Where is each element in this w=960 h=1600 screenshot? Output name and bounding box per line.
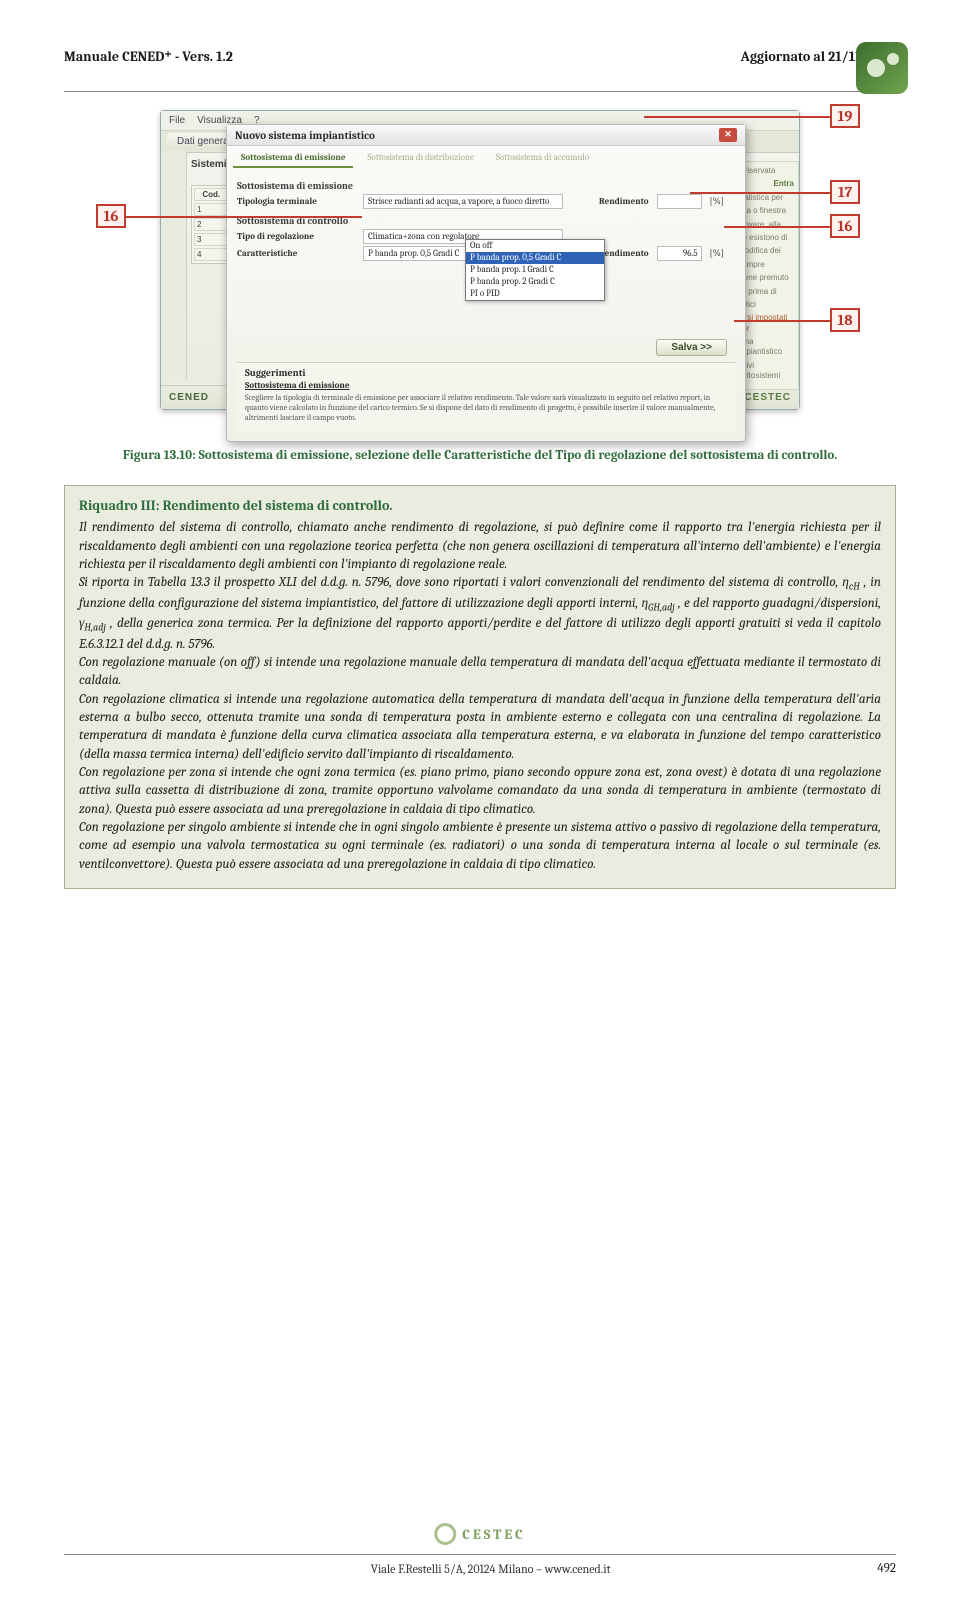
riquadro-body: Il rendimento del sistema di controllo, … bbox=[79, 519, 881, 874]
hint-line: sempre bbox=[738, 260, 794, 270]
opt-2[interactable]: P banda prop. 2 Gradi C bbox=[466, 276, 604, 288]
hint-line: lativi sottosistemi bbox=[738, 361, 794, 382]
opt-05[interactable]: P banda prop. 0,5 Gradi C bbox=[466, 252, 604, 264]
menu-file[interactable]: File bbox=[169, 115, 185, 126]
riq-p1b-post: , della generica zona termica. Per la de… bbox=[79, 616, 881, 651]
header-rule bbox=[64, 91, 896, 92]
tab-emissione[interactable]: Sottosistema di emissione bbox=[233, 150, 353, 168]
riq-p2: Con regolazione manuale (on off) si inte… bbox=[79, 654, 881, 691]
riq-sub-gh: GH,adj bbox=[648, 601, 675, 613]
footer-address: Viale F.Restelli 5/A, 20124 Milano – www… bbox=[104, 1562, 877, 1576]
callout-line-19 bbox=[644, 116, 830, 118]
callout-line-18 bbox=[734, 320, 830, 322]
lab-tipologia: Tipologia terminale bbox=[237, 197, 355, 207]
hint-line: statistica per bbox=[738, 193, 794, 203]
hint-line: idi prima di bbox=[738, 287, 794, 297]
bg-td: 2 bbox=[194, 218, 228, 231]
brand-logo bbox=[856, 42, 908, 94]
sug-title: Suggerimenti bbox=[245, 367, 727, 379]
hint-line: ne esistono di bbox=[738, 233, 794, 243]
bg-th-cod: Cod. bbox=[194, 188, 228, 201]
callout-18: 18 bbox=[830, 308, 860, 332]
callout-17: 17 bbox=[830, 180, 860, 204]
dialog-body: Sottosistema di emissione Tipologia term… bbox=[227, 168, 745, 441]
callout-16-left: 16 bbox=[96, 204, 126, 228]
page: Manuale CENED⁺ - Vers. 1.2 Aggiornato al… bbox=[0, 0, 960, 1600]
riq-p4: Con regolazione per zona si intende che … bbox=[79, 764, 881, 819]
save-button[interactable]: Salva >> bbox=[656, 339, 727, 356]
unit-percent-1: [%] bbox=[710, 197, 724, 207]
opt-1[interactable]: P banda prop. 1 Gradi C bbox=[466, 264, 604, 276]
header-left: Manuale CENED⁺ - Vers. 1.2 bbox=[64, 48, 233, 65]
hint-entra[interactable]: Entra bbox=[738, 179, 794, 189]
riquadro-title: Riquadro III: Rendimento del sistema di … bbox=[79, 496, 881, 515]
left-rail bbox=[161, 151, 187, 379]
figure-caption: Figura 13.10: Sottosistema di emissione,… bbox=[64, 448, 896, 463]
callout-19: 19 bbox=[830, 104, 860, 128]
riq-p1a: Il rendimento del sistema di controllo, … bbox=[79, 520, 881, 572]
gear-icon bbox=[434, 1523, 456, 1545]
lab-caratt: Caratteristiche bbox=[237, 249, 355, 259]
footer-brand-cestec: CESTEC bbox=[744, 392, 791, 403]
opt-pid[interactable]: PI o PID bbox=[466, 288, 604, 300]
field-rendimento2[interactable]: 96.5 bbox=[657, 246, 702, 261]
opt-onoff[interactable]: On off bbox=[466, 240, 604, 252]
page-number: 492 bbox=[877, 1561, 896, 1576]
dialog-nuovo-sistema: Nuovo sistema impiantistico ✕ Sottosiste… bbox=[226, 124, 746, 442]
page-header: Manuale CENED⁺ - Vers. 1.2 Aggiornato al… bbox=[64, 48, 896, 65]
lab-rendimento1: Rendimento bbox=[599, 197, 649, 207]
figure-label: Figura 13.10: bbox=[123, 448, 196, 463]
sug-body: Scegliere la tipologia di terminale di e… bbox=[245, 393, 727, 423]
riq-p5: Con regolazione per singolo ambiente si … bbox=[79, 819, 881, 874]
riq-p1b-pre: Si riporta in Tabella 13.3 il prospetto … bbox=[79, 575, 849, 590]
riq-sub-ch: cH bbox=[849, 581, 860, 593]
page-footer: CESTEC Viale F.Restelli 5/A, 20124 Milan… bbox=[64, 1554, 896, 1576]
callout-line-17 bbox=[690, 192, 830, 194]
lab-tiporeg: Tipo di regolazione bbox=[237, 232, 355, 242]
hint-line: a riservata bbox=[738, 166, 794, 176]
bg-td: 4 bbox=[194, 248, 228, 261]
hint-line: ema impiantistico bbox=[738, 337, 794, 358]
hint-line: oftware, alla bbox=[738, 220, 794, 230]
field-rendimento1[interactable] bbox=[657, 194, 702, 209]
figure-screenshot: File Visualizza ? Dati generali e cl Sis… bbox=[130, 110, 830, 430]
callout-line-16l bbox=[126, 216, 362, 218]
footer-logo-text: CESTEC bbox=[462, 1526, 525, 1543]
hint-line: iata o finestra bbox=[738, 206, 794, 216]
riq-p3: Con regolazione climatica si intende una… bbox=[79, 691, 881, 764]
hint-line: viene premuto bbox=[738, 273, 794, 283]
figure-text: Sottosistema di emissione, selezione del… bbox=[199, 448, 838, 463]
dropdown-caratteristiche[interactable]: On off P banda prop. 0,5 Gradi C P banda… bbox=[465, 239, 605, 301]
footer-logo: CESTEC bbox=[434, 1523, 525, 1545]
sug-subtitle: Sottosistema di emissione bbox=[245, 381, 727, 391]
callout-16-right: 16 bbox=[830, 214, 860, 238]
dialog-title-text: Nuovo sistema impiantistico bbox=[235, 129, 375, 142]
close-icon[interactable]: ✕ bbox=[719, 128, 737, 142]
row-tipologia: Tipologia terminale Strisce radianti ad … bbox=[237, 194, 735, 209]
bg-td: 3 bbox=[194, 233, 228, 246]
unit-percent-2: [%] bbox=[710, 249, 724, 259]
callout-line-16r bbox=[724, 226, 830, 228]
tab-accumulo[interactable]: Sottosistema di accumulo bbox=[488, 150, 597, 168]
riq-sub-hadj: H,adj bbox=[84, 622, 106, 634]
riquadro-panel: Riquadro III: Rendimento del sistema di … bbox=[64, 485, 896, 889]
dialog-titlebar: Nuovo sistema impiantistico ✕ bbox=[227, 125, 745, 146]
hint-line: tistici bbox=[738, 300, 794, 310]
suggerimenti-panel: Suggerimenti Sottosistema di emissione S… bbox=[237, 362, 735, 431]
tab-distribuzione[interactable]: Sottosistema di distribuzione bbox=[359, 150, 481, 168]
hint-line: modifica dei bbox=[738, 246, 794, 256]
lab-rendimento2: Rendimento bbox=[599, 249, 649, 259]
field-tipologia[interactable]: Strisce radianti ad acqua, a vapore, a f… bbox=[363, 194, 563, 209]
footer-brand-cened: CENED bbox=[169, 392, 209, 403]
section-emissione-label: Sottosistema di emissione bbox=[237, 180, 735, 192]
bg-td: 1 bbox=[194, 203, 228, 216]
hint-line: tarsi impostati per bbox=[738, 313, 794, 334]
dialog-tabs: Sottosistema di emissione Sottosistema d… bbox=[227, 146, 745, 168]
